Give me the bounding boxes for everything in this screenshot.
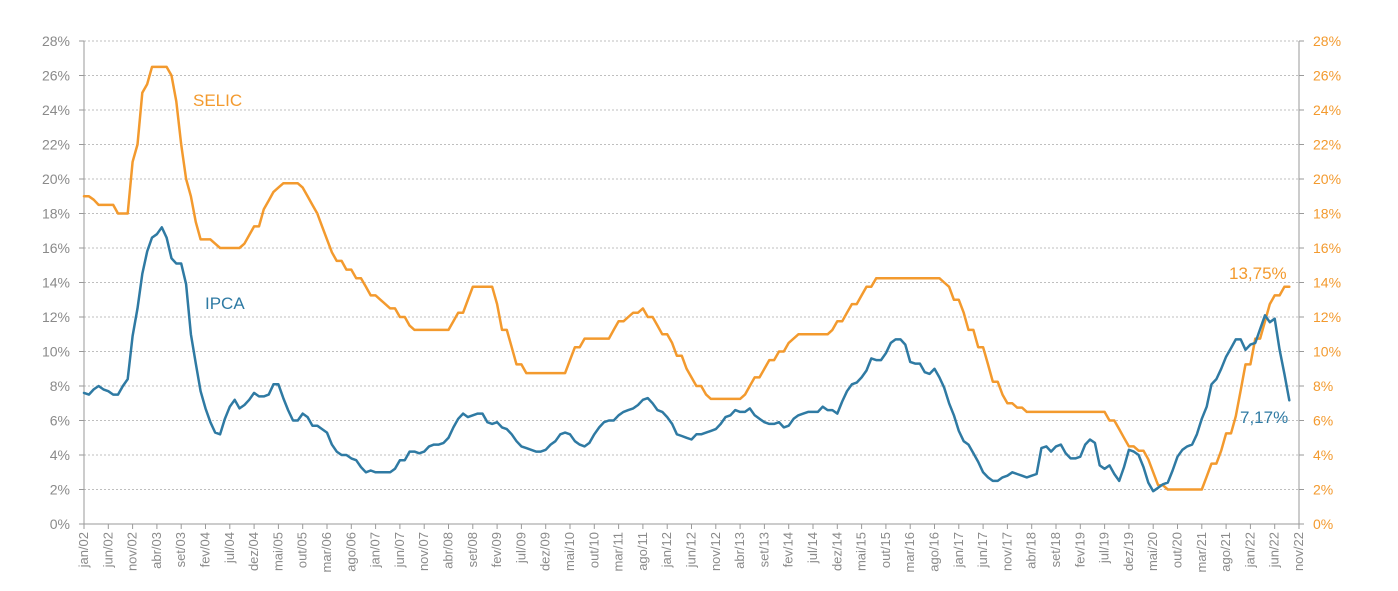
y-tick-label-left: 10% — [42, 344, 70, 360]
series-label-ipca: IPCA — [205, 294, 245, 313]
y-tick-label-left: 6% — [50, 413, 70, 429]
x-tick-label: ago/21 — [1218, 532, 1233, 572]
x-tick-label: abr/03 — [149, 532, 164, 569]
x-tick-label: fev/04 — [198, 532, 213, 567]
y-tick-label-right: 20% — [1313, 171, 1341, 187]
y-tick-label-left: 18% — [42, 206, 70, 222]
x-tick-label: jan/22 — [1242, 532, 1257, 568]
x-tick-label: out/10 — [586, 532, 601, 568]
y-tick-label-left: 8% — [50, 378, 70, 394]
y-tick-label-right: 14% — [1313, 275, 1341, 291]
x-tick-label: dez/04 — [246, 532, 261, 571]
x-tick-label: out/20 — [1170, 532, 1185, 568]
x-tick-label: jun/17 — [975, 532, 990, 568]
x-tick-label: set/18 — [1048, 532, 1063, 567]
x-tick-label: ago/16 — [927, 532, 942, 572]
end-value-label-ipca: 7,17% — [1240, 408, 1288, 427]
x-tick-label: jan/02 — [76, 532, 91, 568]
x-tick-label: set/03 — [173, 532, 188, 567]
x-tick-label: jul/14 — [805, 532, 820, 564]
x-tick-label: mar/06 — [319, 532, 334, 572]
series-lines — [82, 65, 1291, 493]
y-tick-label-left: 2% — [50, 482, 70, 498]
y-tick-label-left: 4% — [50, 447, 70, 463]
x-tick-label: abr/08 — [441, 532, 456, 569]
right-y-axis-ticks: 0% 2% 4% 6% 8% 10% 12% 14% 16% 18% 20% 22% 24% 26% 28% — [1299, 33, 1341, 532]
x-tick-label: dez/09 — [538, 532, 553, 571]
x-tick-label: nov/12 — [708, 532, 723, 571]
x-tick-label: fev/19 — [1072, 532, 1087, 567]
x-tick-label: mai/10 — [562, 532, 577, 571]
y-tick-label-right: 16% — [1313, 240, 1341, 256]
x-tick-label: abr/13 — [732, 532, 747, 569]
y-tick-label-right: 12% — [1313, 309, 1341, 325]
x-tick-label: mar/21 — [1194, 532, 1209, 572]
x-tick-label: jun/07 — [392, 532, 407, 568]
x-tick-label: jul/04 — [222, 532, 237, 564]
x-tick-label: jul/19 — [1097, 532, 1112, 564]
x-tick-label: fev/14 — [781, 532, 796, 567]
x-tick-label: set/13 — [756, 532, 771, 567]
y-tick-label-right: 18% — [1313, 206, 1341, 222]
x-tick-label: nov/22 — [1291, 532, 1306, 571]
x-tick-label: jan/17 — [951, 532, 966, 568]
x-tick-label: mar/16 — [902, 532, 917, 572]
y-tick-label-left: 16% — [42, 240, 70, 256]
y-tick-label-right: 4% — [1313, 447, 1333, 463]
series-label-selic: SELIC — [193, 91, 242, 110]
y-tick-label-right: 6% — [1313, 413, 1333, 429]
x-tick-label: ago/06 — [343, 532, 358, 572]
y-tick-label-left: 22% — [42, 137, 70, 153]
end-value-label-selic: 13,75% — [1229, 264, 1287, 283]
x-tick-label: jun/02 — [100, 532, 115, 568]
x-tick-label: ago/11 — [635, 532, 650, 571]
x-tick-label: set/08 — [465, 532, 480, 567]
x-tick-label: out/15 — [878, 532, 893, 568]
y-tick-label-left: 20% — [42, 171, 70, 187]
x-tick-label: nov/17 — [999, 532, 1014, 571]
x-tick-label: jan/12 — [659, 532, 674, 568]
x-axis-ticks: jan/02 jun/02 nov/02 abr/03 set/03 fev/04 jul/… — [76, 524, 1306, 572]
series-line-selic — [82, 65, 1291, 491]
series-line-ipca — [82, 226, 1291, 493]
y-tick-label-left: 14% — [42, 275, 70, 291]
y-tick-label-right: 0% — [1313, 516, 1333, 532]
y-tick-label-left: 24% — [42, 102, 70, 118]
x-tick-label: mai/20 — [1145, 532, 1160, 571]
x-tick-label: nov/02 — [125, 532, 140, 571]
x-tick-label: fev/09 — [489, 532, 504, 567]
series-labels: SELIC IPCA 13,75% 7,17% — [193, 91, 1288, 427]
x-tick-label: dez/14 — [829, 532, 844, 571]
y-tick-label-right: 24% — [1313, 102, 1341, 118]
y-tick-label-right: 26% — [1313, 68, 1341, 84]
x-tick-label: jun/12 — [684, 532, 699, 568]
y-tick-label-left: 12% — [42, 309, 70, 325]
x-tick-label: jan/07 — [368, 532, 383, 568]
y-tick-label-right: 2% — [1313, 482, 1333, 498]
x-tick-label: abr/18 — [1024, 532, 1039, 569]
gridlines — [84, 40, 1299, 490]
y-tick-label-right: 22% — [1313, 137, 1341, 153]
y-tick-label-left: 26% — [42, 68, 70, 84]
x-tick-label: mai/05 — [270, 532, 285, 571]
x-tick-label: dez/19 — [1121, 532, 1136, 571]
x-tick-label: nov/07 — [416, 532, 431, 571]
y-tick-label-left: 0% — [50, 516, 70, 532]
x-tick-label: jun/22 — [1267, 532, 1282, 568]
y-tick-label-right: 28% — [1313, 33, 1341, 49]
x-tick-label: mar/11 — [611, 532, 626, 572]
x-tick-label: jul/09 — [513, 532, 528, 564]
x-tick-label: out/05 — [295, 532, 310, 568]
y-tick-label-right: 10% — [1313, 344, 1341, 360]
y-tick-label-right: 8% — [1313, 378, 1333, 394]
y-tick-label-left: 28% — [42, 33, 70, 49]
left-y-axis-ticks: 0% 2% 4% 6% 8% 10% 12% 14% 16% 18% 20% 22% 24% 26% 28% — [42, 33, 84, 532]
x-tick-label: mai/15 — [854, 532, 869, 571]
